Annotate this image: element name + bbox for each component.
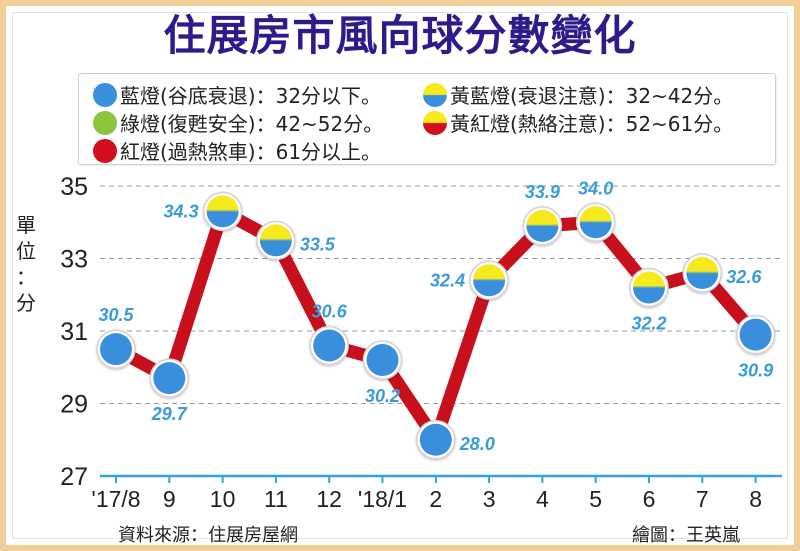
graphic-credit: 繪圖：王英嵐 xyxy=(632,525,740,546)
yellow-blue-light-marker-icon xyxy=(686,257,719,289)
y-tick-label: 29 xyxy=(60,391,88,419)
x-tick-label: 2 xyxy=(429,486,442,512)
x-tick-label: 10 xyxy=(210,486,236,512)
yellow-blue-light-marker-icon xyxy=(526,209,559,242)
data-value-label: 32.4 xyxy=(430,270,465,290)
y-axis-label-char: ： xyxy=(16,265,36,289)
data-value-label: 34.3 xyxy=(164,201,199,221)
yellow-blue-light-marker-icon xyxy=(579,206,612,239)
legend-label: 綠燈(復甦安全)：42~52分。 xyxy=(120,112,384,136)
data-value-label: 32.2 xyxy=(631,314,666,334)
x-tick-label: 11 xyxy=(264,486,288,512)
y-tick-label: 33 xyxy=(60,246,88,274)
x-tick-label: 12 xyxy=(316,486,342,512)
legend-item-yellow-blue: 黃藍燈(衰退注意)：32~42分。 xyxy=(423,80,733,109)
data-value-label: 30.5 xyxy=(98,305,134,325)
legend-label: 紅燈(過熱煞車)：61分以上。 xyxy=(120,140,382,164)
data-value-label: 30.2 xyxy=(365,386,400,406)
data-value-label: 33.5 xyxy=(300,234,336,254)
legend-label: 黃紅燈(熱絡注意)：52~61分。 xyxy=(450,112,734,136)
blue-light-marker-icon xyxy=(419,423,452,456)
y-tick-label: 35 xyxy=(60,173,88,201)
legend-item-green: 綠燈(復甦安全)：42~52分。 xyxy=(93,108,383,137)
data-value-label: 34.0 xyxy=(578,178,613,198)
y-tick-label: 31 xyxy=(60,318,88,346)
y-axis-ticks: 27 29 31 33 35 xyxy=(60,173,88,491)
x-tick-label: 7 xyxy=(696,486,709,512)
data-value-label: 30.6 xyxy=(312,302,348,322)
x-tick-label: '17/8 xyxy=(91,486,140,512)
chart-title: 住展房市風向球分數變化 xyxy=(163,11,637,60)
legend-item-blue: 藍燈(谷底衰退)：32分以下。 xyxy=(93,80,381,109)
x-tick-label: 9 xyxy=(163,486,176,512)
x-tick-label: 5 xyxy=(589,486,602,512)
yellow-blue-light-marker-icon xyxy=(206,195,239,228)
y-axis-label-char: 分 xyxy=(16,291,36,315)
yellow-blue-light-marker-icon xyxy=(473,264,506,297)
data-value-label: 29.7 xyxy=(151,404,188,424)
x-axis: '17/8 9 10 11 12 '18/1 2 3 4 5 6 7 8 xyxy=(91,474,782,512)
yellow-blue-light-marker-icon xyxy=(633,271,665,304)
x-tick-label: 6 xyxy=(643,486,656,512)
x-tick-label: '18/1 xyxy=(358,486,407,512)
legend-item-red: 紅燈(過熱煞車)：61分以上。 xyxy=(93,136,381,165)
y-axis-label-char: 位 xyxy=(16,239,36,263)
yellow-blue-light-marker-icon xyxy=(259,224,292,257)
y-tick-label: 27 xyxy=(60,463,88,491)
y-axis-label: 單 位 ： 分 xyxy=(14,212,38,316)
blue-light-marker-icon xyxy=(313,329,346,362)
data-value-label: 28.0 xyxy=(459,434,495,454)
blue-light-icon xyxy=(93,82,117,107)
data-source: 資料來源：住展房屋網 xyxy=(118,525,298,546)
data-value-label: 30.9 xyxy=(738,361,773,381)
x-tick-label: 4 xyxy=(536,486,549,512)
yellow-blue-light-icon xyxy=(423,82,447,107)
green-light-icon xyxy=(93,110,117,135)
data-value-label: 33.9 xyxy=(525,182,560,202)
grid-lines xyxy=(100,185,782,404)
legend-item-yellow-red: 黃紅燈(熱絡注意)：52~61分。 xyxy=(423,108,733,137)
data-value-label: 32.6 xyxy=(726,267,762,287)
red-light-icon xyxy=(93,138,117,163)
x-tick-label: 3 xyxy=(483,486,496,512)
legend-label: 黃藍燈(衰退注意)：32~42分。 xyxy=(450,84,734,108)
blue-light-marker-icon xyxy=(100,333,132,366)
blue-light-marker-icon xyxy=(366,344,399,376)
legend-label: 藍燈(谷底衰退)：32分以下。 xyxy=(120,84,382,108)
data-markers xyxy=(96,191,776,460)
y-axis-label-char: 單 xyxy=(16,213,36,237)
legend: 藍燈(谷底衰退)：32分以下。 綠燈(復甦安全)：42~52分。 紅燈(過熱煞車… xyxy=(78,73,776,165)
blue-light-marker-icon xyxy=(739,318,772,351)
data-labels: 30.5 29.7 34.3 33.5 30.6 30.2 28.0 32.4 33.9 34.0… xyxy=(98,178,773,454)
yellow-red-light-icon xyxy=(423,110,447,135)
blue-light-marker-icon xyxy=(153,362,186,395)
x-tick-label: 8 xyxy=(749,486,762,512)
